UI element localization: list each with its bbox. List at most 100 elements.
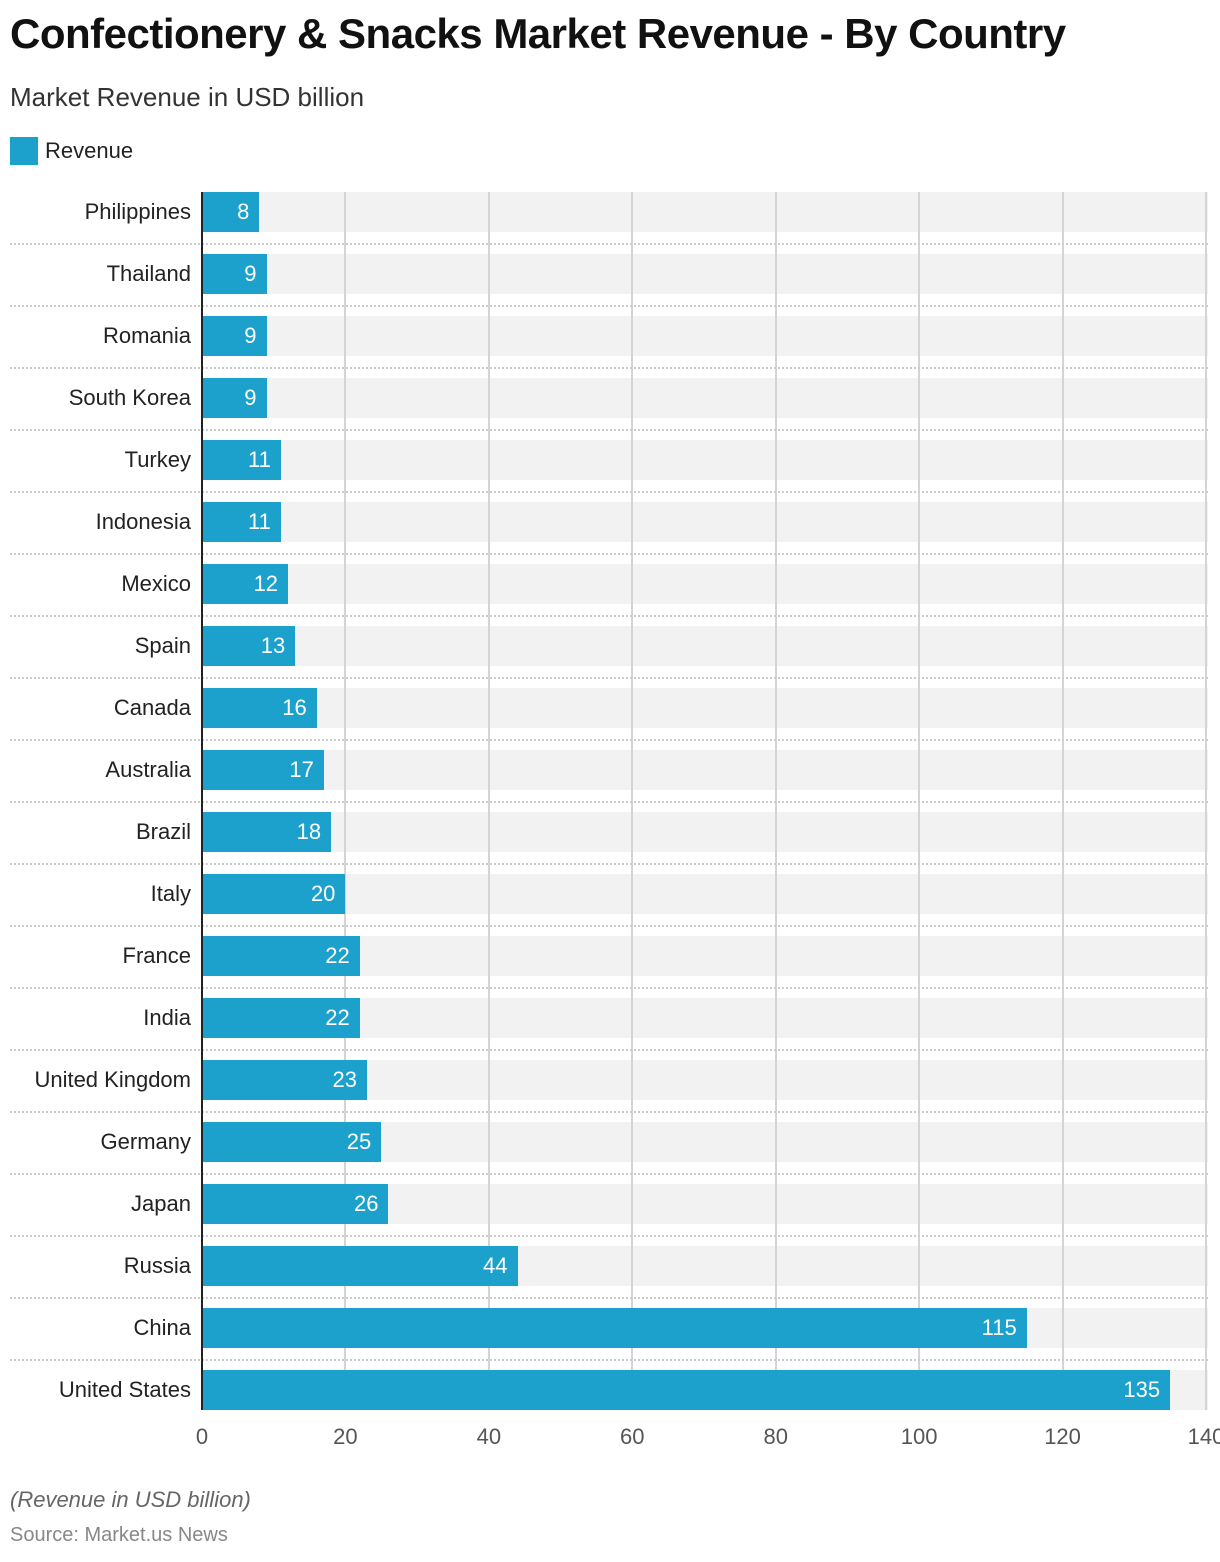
row-separator	[10, 1111, 1208, 1113]
category-label: South Korea	[68, 385, 191, 410]
row-band	[202, 316, 1208, 356]
bar	[202, 1370, 1171, 1410]
row-separator	[10, 491, 1208, 493]
row-band	[202, 1060, 1208, 1100]
row-separator	[10, 1049, 1208, 1051]
legend-label: Revenue	[45, 138, 134, 163]
bar-value-label: 115	[981, 1315, 1017, 1340]
bar-value-label: 8	[237, 199, 250, 224]
row-separator	[10, 677, 1208, 679]
row-band	[202, 998, 1208, 1038]
y-axis-line	[201, 192, 203, 1410]
category-label: France	[122, 943, 191, 968]
bar	[202, 874, 346, 914]
x-tick-label: 0	[195, 1424, 209, 1449]
bar	[202, 688, 317, 728]
row-band	[202, 936, 1208, 976]
category-label: Japan	[131, 1191, 191, 1216]
row-band	[202, 502, 1208, 542]
bar	[202, 1246, 518, 1286]
x-tick-label: 60	[620, 1424, 645, 1449]
bar-value-label: 22	[325, 943, 350, 968]
bar-value-label: 44	[483, 1253, 508, 1278]
bar-value-label: 18	[296, 819, 322, 844]
bar	[202, 378, 267, 418]
category-label: India	[143, 1005, 191, 1030]
row-separator	[10, 429, 1208, 431]
bar	[202, 1060, 367, 1100]
row-band	[202, 254, 1208, 294]
bar-value-label: 22	[325, 1005, 350, 1030]
bar	[202, 750, 324, 790]
bar-value-label: 135	[1123, 1377, 1161, 1402]
category-label: Canada	[113, 695, 191, 720]
bar-value-label: 25	[346, 1129, 372, 1154]
bar	[202, 502, 281, 542]
row-separator	[10, 1297, 1208, 1299]
row-separator	[10, 243, 1208, 245]
row-separator	[10, 367, 1208, 369]
row-band	[202, 688, 1208, 728]
x-tick-label: 20	[333, 1424, 358, 1449]
category-label: Spain	[134, 633, 191, 658]
bar-value-label: 9	[244, 385, 257, 410]
row-band	[202, 874, 1208, 914]
row-separator	[10, 863, 1208, 865]
chart-source: Source: Market.us News	[10, 1524, 228, 1546]
bar	[202, 1122, 382, 1162]
row-separator	[10, 305, 1208, 307]
bar	[202, 936, 360, 976]
row-band	[202, 564, 1208, 604]
bar-value-label: 17	[289, 757, 314, 782]
x-tick-label: 40	[476, 1424, 502, 1449]
row-band	[202, 192, 1208, 232]
category-label: Indonesia	[95, 509, 191, 534]
row-separator	[10, 925, 1208, 927]
bar-value-label: 9	[244, 261, 257, 286]
category-label: Italy	[150, 881, 191, 906]
category-label: Philippines	[84, 199, 191, 224]
x-tick-label: 80	[763, 1424, 788, 1449]
x-tick-label: 120	[1044, 1424, 1081, 1449]
row-separator	[10, 1173, 1208, 1175]
x-tick-label: 100	[900, 1424, 938, 1449]
row-separator	[10, 553, 1208, 555]
bar	[202, 254, 267, 294]
bar	[202, 192, 260, 232]
bar	[202, 564, 289, 604]
row-band	[202, 812, 1208, 852]
category-label: Germany	[100, 1129, 191, 1154]
bar-value-label: 12	[253, 571, 279, 596]
bar-value-label: 11	[248, 509, 271, 534]
category-label: Mexico	[121, 571, 191, 596]
chart-title: Confectionery & Snacks Market Revenue - …	[10, 10, 1066, 57]
category-label: Turkey	[124, 447, 191, 472]
bar-value-label: 11	[248, 447, 271, 472]
bar	[202, 998, 360, 1038]
bar-value-label: 23	[332, 1067, 357, 1092]
row-separator	[10, 987, 1208, 989]
bar	[202, 440, 281, 480]
category-label: Australia	[105, 757, 191, 782]
bar-value-label: 20	[310, 881, 336, 906]
category-label: United States	[58, 1377, 191, 1402]
row-separator	[10, 739, 1208, 741]
bar	[202, 812, 332, 852]
bar-value-label: 26	[353, 1191, 379, 1216]
category-label: Romania	[102, 323, 191, 348]
row-separator	[10, 615, 1208, 617]
row-separator	[10, 801, 1208, 803]
x-tick-label: 140	[1187, 1424, 1220, 1449]
row-band	[202, 378, 1208, 418]
category-label: Thailand	[106, 261, 191, 286]
bar-value-label: 9	[244, 323, 257, 348]
row-separator	[10, 1235, 1208, 1237]
bar	[202, 1184, 389, 1224]
row-band	[202, 440, 1208, 480]
chart-subtitle: Market Revenue in USD billion	[10, 82, 365, 112]
category-label: Brazil	[135, 819, 191, 844]
row-band	[202, 750, 1208, 790]
chart-note: (Revenue in USD billion)	[10, 1487, 251, 1512]
bar	[202, 626, 296, 666]
